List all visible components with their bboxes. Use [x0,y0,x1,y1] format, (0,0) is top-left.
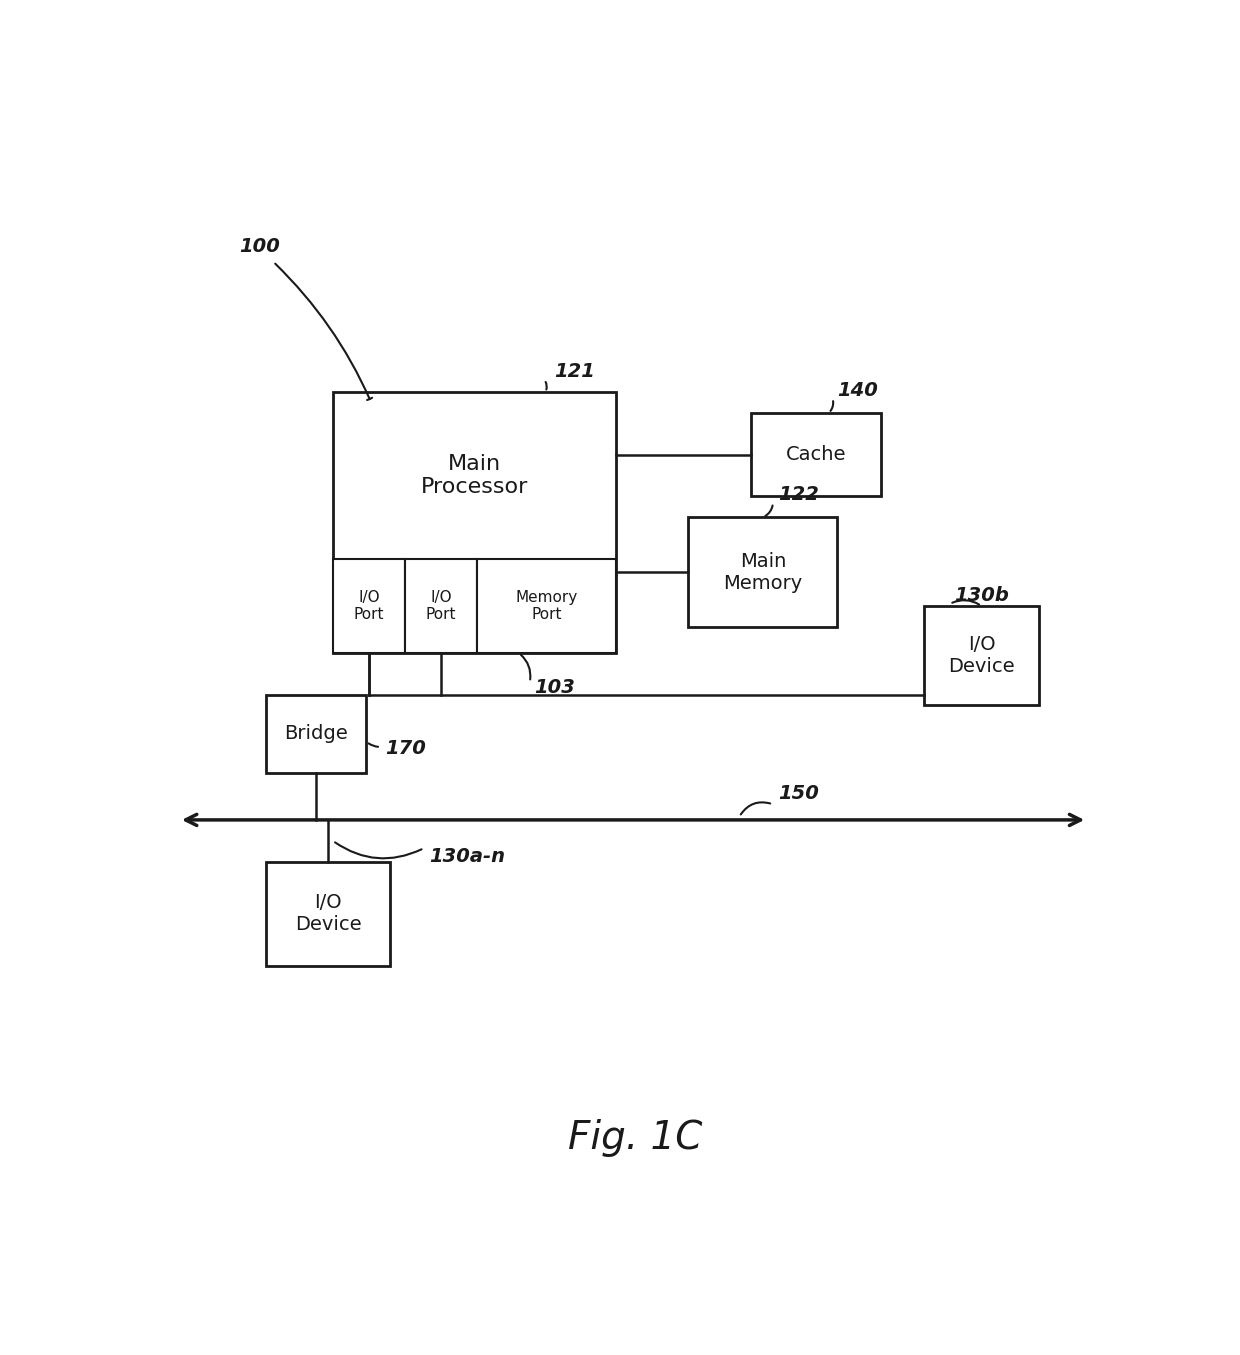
Bar [265,862,391,966]
Bar [477,560,616,653]
Bar [265,695,367,772]
Bar [404,560,477,653]
Text: I/O
Port: I/O Port [425,589,456,622]
Text: Fig. 1C: Fig. 1C [568,1119,703,1157]
Text: I/O
Port: I/O Port [353,589,384,622]
Text: 150: 150 [777,785,818,804]
Text: Cache: Cache [785,446,846,465]
Text: 140: 140 [837,381,878,400]
Text: 130b: 130b [955,587,1009,606]
Bar [924,606,1039,705]
Text: 121: 121 [554,362,595,381]
Text: I/O
Device: I/O Device [295,893,361,935]
Text: Memory
Port: Memory Port [516,589,578,622]
Text: I/O
Device: I/O Device [949,635,1014,676]
Text: Bridge: Bridge [284,725,348,744]
Bar [751,413,880,496]
Bar [688,518,837,627]
Text: Main
Memory: Main Memory [723,551,802,592]
Text: 103: 103 [534,678,575,696]
Text: 100: 100 [239,237,280,256]
Text: 170: 170 [386,740,427,759]
Bar [332,392,616,653]
Text: 130a-n: 130a-n [429,847,505,866]
Bar [332,560,404,653]
Text: 122: 122 [777,485,818,504]
Text: Main
Processor: Main Processor [420,454,528,497]
